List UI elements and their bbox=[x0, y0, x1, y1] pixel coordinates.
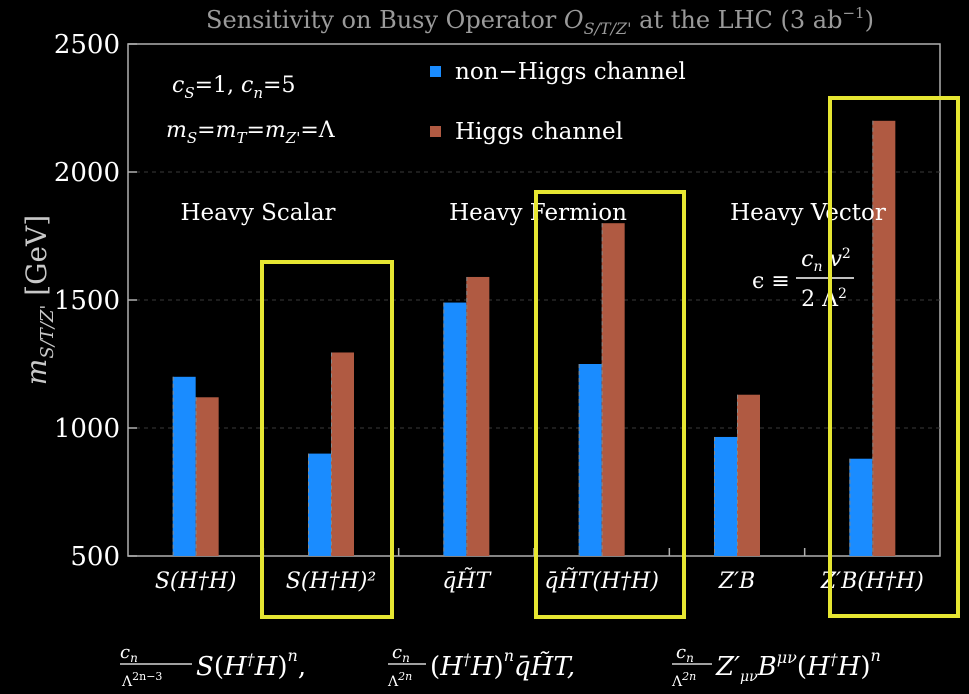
bar-higgs bbox=[601, 223, 625, 556]
legend-label-non-higgs: non−Higgs channel bbox=[455, 59, 686, 85]
bar-higgs bbox=[466, 276, 490, 556]
formula-scalar: cn Λ2n−3 S(H†H)n, bbox=[120, 642, 306, 690]
bar-higgs bbox=[737, 394, 760, 556]
category-label: q̄H̃T bbox=[442, 568, 492, 594]
epsilon-numerator: cn v2 bbox=[801, 246, 851, 275]
formula-fermion: cn Λ2n (H†H)nq̄H̃T, bbox=[387, 642, 575, 690]
bar-non-higgs bbox=[714, 436, 737, 556]
bar-higgs bbox=[195, 397, 219, 556]
y-tick-label: 1500 bbox=[54, 286, 120, 316]
category-label: Z′B(H†H) bbox=[820, 569, 924, 594]
bar-non-higgs bbox=[849, 458, 873, 556]
highlight-box bbox=[828, 96, 960, 618]
highlight-box bbox=[260, 260, 394, 619]
legend-swatch-non-higgs bbox=[430, 66, 441, 77]
epsilon-definition: ϵ ≡ cn v2 2 Λ2 bbox=[752, 246, 854, 312]
highlight-box bbox=[534, 190, 686, 619]
category-label: S(H†H)² bbox=[286, 569, 376, 594]
y-tick-label: 1000 bbox=[54, 414, 120, 444]
bar-higgs bbox=[872, 120, 896, 557]
formula-vector: cn Λ2n Z′μνBμν(H†H)n bbox=[671, 642, 881, 690]
legend-swatch-higgs bbox=[430, 126, 441, 137]
bar-non-higgs bbox=[172, 376, 196, 556]
epsilon-lhs: ϵ ≡ bbox=[752, 269, 790, 294]
group-label-heavy-vector: Heavy Vector bbox=[730, 200, 886, 226]
chart-title: Sensitivity on Busy Operator OS/T/Z' at … bbox=[206, 4, 874, 38]
bars bbox=[172, 120, 896, 557]
bar-non-higgs bbox=[578, 364, 602, 556]
mass-annotation: mS=mT=mZ'=Λ bbox=[166, 118, 336, 147]
category-label: Z′B bbox=[718, 569, 755, 594]
bar-non-higgs bbox=[443, 302, 467, 556]
y-axis-label: mS/T/Z' [GeV] bbox=[20, 215, 58, 385]
group-label-heavy-scalar: Heavy Scalar bbox=[180, 200, 335, 226]
epsilon-denominator: 2 Λ2 bbox=[801, 286, 847, 312]
y-tick-label: 2000 bbox=[54, 158, 120, 188]
y-tick-label: 2500 bbox=[54, 30, 120, 60]
category-label: q̄H̃T(H†H) bbox=[544, 568, 658, 594]
category-label: S(H†H) bbox=[155, 569, 237, 594]
y-axis: 500 1000 1500 2000 2500 bbox=[54, 30, 137, 572]
legend: non−Higgs channel Higgs channel bbox=[430, 59, 686, 145]
highlight-boxes bbox=[260, 96, 960, 619]
params-annotation: cS=1, cn=5 bbox=[172, 73, 295, 102]
y-tick-label: 500 bbox=[70, 542, 120, 572]
legend-label-higgs: Higgs channel bbox=[455, 119, 623, 145]
group-label-heavy-fermion: Heavy Fermion bbox=[449, 200, 627, 226]
category-labels: S(H†H) S(H†H)² q̄H̃T q̄H̃T(H†H) Z′B Z′B(H†H) bbox=[155, 568, 924, 594]
bar-non-higgs bbox=[308, 453, 331, 556]
bar-higgs bbox=[331, 352, 354, 556]
